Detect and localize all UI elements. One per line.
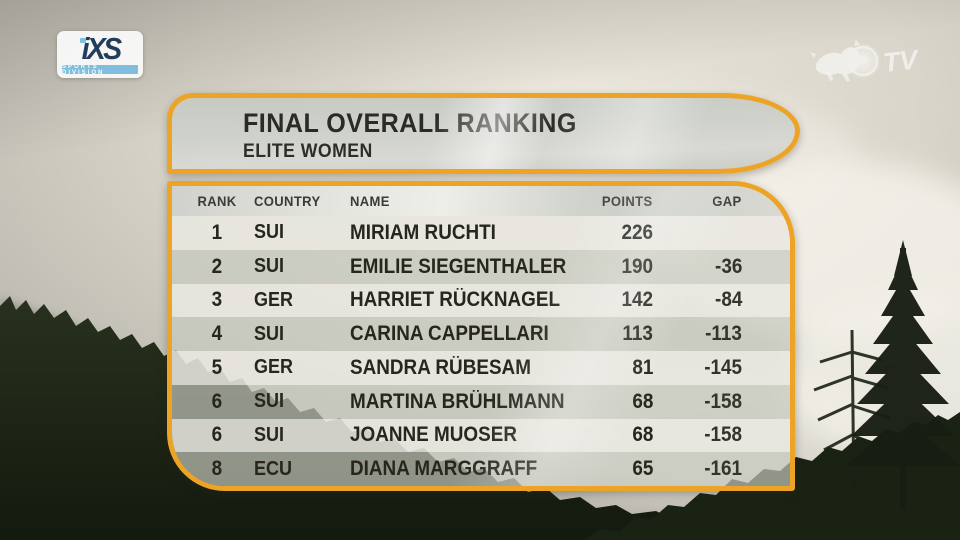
gap-cell: -113 (705, 322, 742, 346)
gap-cell: -84 (714, 288, 742, 312)
column-header-name: NAME (350, 193, 390, 209)
ranking-title-banner: FINAL OVERALL RANKING ELITE WOMEN (167, 93, 800, 174)
ixs-logo-dot (80, 38, 86, 43)
country-cell: SUI (254, 390, 285, 413)
table-row: 6 SUI JOANNE MUOSER 68 -158 (172, 418, 790, 453)
gap-cell: -158 (704, 389, 742, 413)
gap-cell (667, 216, 742, 250)
name-cell: MARTINA BRÜHLMANN (350, 389, 565, 413)
name-cell: EMILIE SIEGENTHALER (350, 254, 567, 278)
page-subtitle: ELITE WOMEN (243, 141, 373, 162)
rank-cell: 2 (211, 254, 223, 278)
points-cell: 65 (631, 457, 653, 481)
ranking-table: RANK COUNTRY NAME POINTS GAP 1 SUI MIRIA… (167, 181, 795, 491)
country-cell: SUI (254, 255, 285, 278)
table-body: 1 SUI MIRIAM RUCHTI 226 2 SUI EMILIE SIE… (172, 216, 790, 486)
points-cell: 68 (631, 423, 653, 447)
rank-cell: 8 (211, 457, 223, 481)
table-row: 2 SUI EMILIE SIEGENTHALER 190 -36 (172, 249, 790, 284)
country-cell: GER (254, 288, 294, 311)
name-cell: DIANA MARGGRAFF (350, 457, 538, 481)
column-header-points: POINTS (602, 193, 653, 209)
rank-cell: 4 (211, 322, 223, 346)
redbull-tv-logo: TV (810, 39, 921, 82)
points-cell: 190 (621, 254, 653, 278)
country-cell: SUI (254, 322, 285, 345)
points-cell: 226 (621, 220, 653, 244)
country-cell: SUI (254, 423, 285, 446)
ixs-logo-strip: SPORTS DIVISION (62, 65, 138, 74)
gap-cell: -161 (704, 457, 742, 481)
ixs-logo-text: iXS (81, 31, 121, 66)
gap-cell: -36 (714, 254, 742, 278)
points-cell: 68 (631, 389, 653, 413)
table-row: 5 GER SANDRA RÜBESAM 81 -145 (172, 351, 790, 385)
page-title: FINAL OVERALL RANKING (243, 108, 577, 138)
tv-logo-text: TV (881, 44, 920, 78)
name-cell: MIRIAM RUCHTI (350, 220, 496, 244)
points-cell: 142 (621, 288, 653, 312)
rank-cell: 3 (211, 288, 223, 312)
points-cell: 113 (622, 322, 653, 346)
table-row: 3 GER HARRIET RÜCKNAGEL 142 -84 (172, 283, 790, 318)
rank-cell: 1 (211, 220, 223, 244)
table-row: 1 SUI MIRIAM RUCHTI 226 (172, 216, 790, 250)
column-header-gap: GAP (712, 193, 742, 209)
rank-cell: 6 (211, 423, 223, 447)
table-row: 8 ECU DIANA MARGGRAFF 65 -161 (172, 452, 790, 486)
name-cell: SANDRA RÜBESAM (350, 355, 531, 379)
column-header-country: COUNTRY (254, 193, 321, 209)
table-header-row: RANK COUNTRY NAME POINTS GAP (172, 186, 790, 216)
country-cell: GER (254, 356, 294, 379)
table-row: 6 SUI MARTINA BRÜHLMANN 68 -158 (172, 384, 790, 419)
name-cell: CARINA CAPPELLARI (350, 322, 549, 346)
rank-cell: 5 (211, 355, 223, 379)
name-cell: HARRIET RÜCKNAGEL (350, 288, 560, 312)
ixs-logo: iXS SPORTS DIVISION (57, 31, 143, 78)
country-cell: ECU (254, 457, 293, 480)
country-cell: SUI (254, 221, 285, 244)
name-cell: JOANNE MUOSER (350, 423, 517, 447)
bulls-and-sun-icon (810, 39, 882, 82)
rank-cell: 6 (211, 389, 223, 413)
table-row: 4 SUI CARINA CAPPELLARI 113 -113 (172, 317, 790, 351)
gap-cell: -145 (704, 355, 742, 379)
gap-cell: -158 (704, 423, 742, 447)
points-cell: 81 (631, 355, 653, 379)
column-header-rank: RANK (197, 193, 237, 209)
